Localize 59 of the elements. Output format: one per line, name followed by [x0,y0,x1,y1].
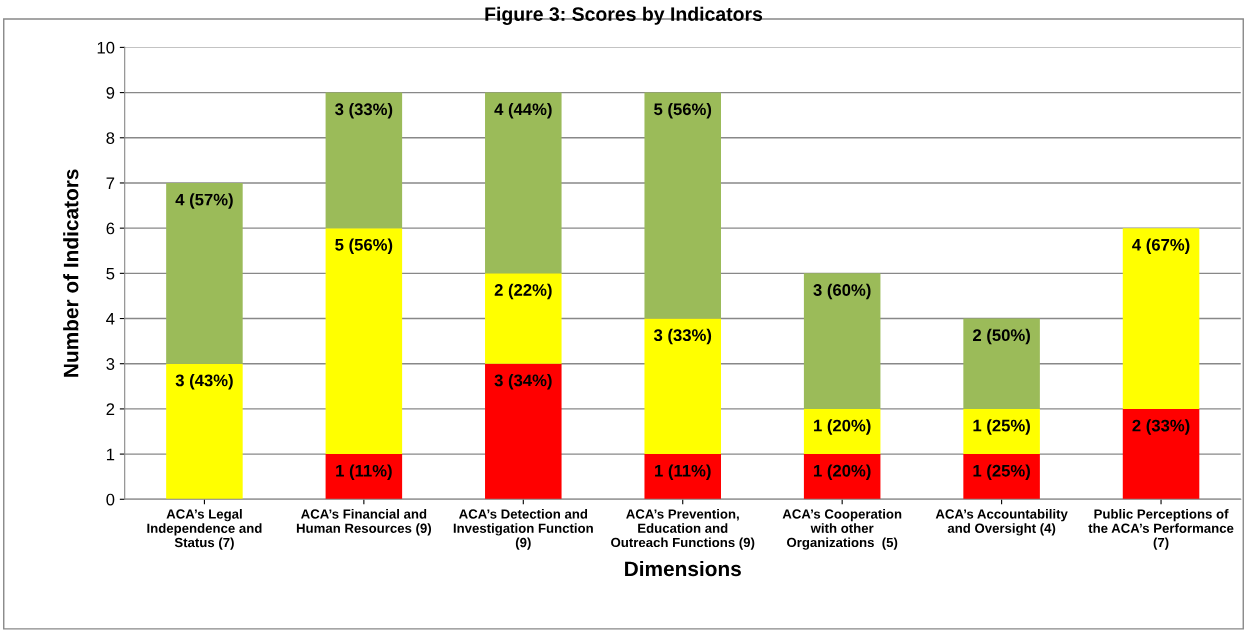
y-tick-label: 7 [106,177,115,189]
bar [1122,408,1200,500]
data-label: 4 (67%) [1132,238,1190,254]
data-label: 3 (33%) [335,102,393,119]
data-label: 1 (11%) [336,464,392,480]
bar [485,92,562,274]
bar [963,318,1040,409]
data-label: 2 (22%) [494,283,552,300]
bar [963,454,1040,500]
data-label: 2 (33%) [1132,419,1190,435]
bar [963,408,1040,455]
data-label: 1 (20%) [814,464,871,480]
data-label: 3 (33%) [653,328,712,345]
y-tick-label: 10 [97,41,115,54]
x-tick-label: ACA’s Prevention, Education and Outreach Functions (9) [611,509,755,550]
data-label: 1 (20%) [814,419,871,435]
bar [644,92,721,319]
y-axis-title: Number of Indicators [63,169,79,377]
bar [803,273,881,409]
bar [644,454,721,500]
bar [803,454,881,500]
data-label: 3 (60%) [813,283,871,300]
x-tick-label: Public Perceptions of the ACA’s Performance (7) [1088,509,1234,550]
data-label: 3 (34%) [494,374,552,390]
y-tick-label: 2 [106,403,115,415]
bar [325,228,403,455]
x-tick-label: ACA’s Detection and Investigation Function (9) [453,509,593,550]
bar [1122,228,1200,409]
x-tick-label: ACA’s Accountability and Oversight (4) [935,509,1068,536]
data-label: 5 (56%) [335,238,393,254]
data-label: 1 (25%) [973,419,1030,435]
bar [166,182,243,364]
y-tick-label: 3 [106,358,115,370]
bar [485,273,562,364]
data-label: 5 (56%) [654,102,712,119]
y-tick-label: 6 [106,222,115,235]
y-tick-label: 9 [106,86,115,99]
y-tick-label: 8 [106,132,115,144]
bar [325,92,403,229]
data-label: 2 (50%) [973,328,1030,345]
y-tick-label: 0 [106,493,115,506]
x-tick-label: ACA’s Financial and Human Resources (9) [296,509,432,536]
bar [485,363,562,500]
data-label: 4 (57%) [175,193,233,209]
bar [166,363,243,500]
x-tick-label: ACA’s Legal Independence and Status (7) [147,509,262,550]
y-tick-label: 1 [106,448,115,461]
x-axis-title: Dimensions [625,560,741,577]
data-label: 4 (44%) [494,102,552,119]
bar [803,408,881,455]
y-tick-label: 5 [106,267,115,280]
bar [325,454,403,500]
y-tick-label: 4 [106,313,115,325]
bar [644,318,721,455]
data-label: 1 (25%) [973,464,1030,480]
x-tick-label: ACA’s Cooperation with other Organizations (5) [782,509,902,550]
data-label: 3 (43%) [175,374,233,390]
chart-title: Figure 3: Scores by Indicators [485,6,763,25]
data-label: 1 (11%) [655,464,711,480]
